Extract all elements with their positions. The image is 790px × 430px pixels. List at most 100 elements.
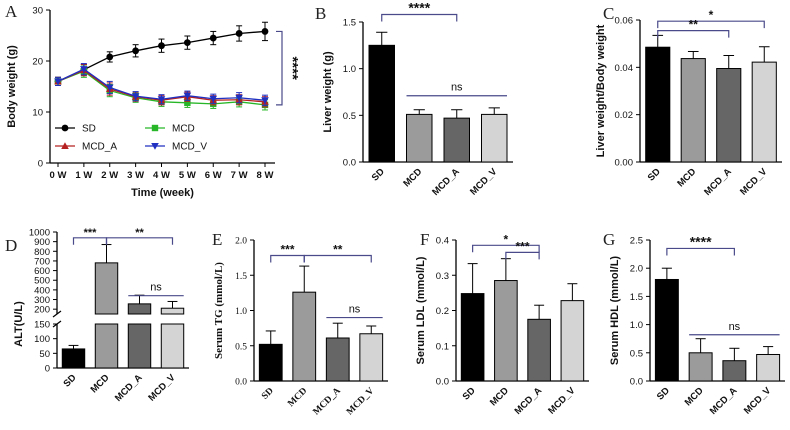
legend-label: MCD_V — [172, 142, 207, 153]
data-point — [132, 47, 140, 55]
x-tick-label: 2 W — [101, 170, 118, 181]
y-tick-label: 0.3 — [436, 271, 449, 282]
y-tick-label: 1.5 — [630, 292, 643, 303]
x-tick-label: SD — [646, 166, 663, 183]
legend-marker — [61, 124, 69, 132]
legend-marker — [151, 124, 159, 132]
y-tick-label: 0 — [45, 364, 50, 375]
bar-mcd — [292, 291, 317, 382]
bar-mcd — [688, 352, 713, 382]
y-tick-label: 300 — [34, 295, 50, 306]
bar-mcd-v — [359, 333, 384, 382]
y-tick-label: 2.0 — [235, 237, 247, 247]
y-tick-label: 1000 — [29, 228, 50, 239]
x-tick-label: MCD_V — [738, 166, 770, 198]
x-axis-title: Time (week) — [131, 187, 194, 199]
panel-label: E — [212, 230, 222, 249]
x-tick-label: MCD — [286, 386, 309, 409]
y-axis-title: Serum TG (mmol/L) — [213, 262, 225, 359]
y-axis-title: Serum LDL (mmol/L) — [415, 256, 427, 364]
significance-bracket — [666, 247, 735, 256]
y-tick-label: 10 — [32, 108, 43, 119]
data-point — [261, 97, 269, 105]
bar-sd — [460, 293, 485, 382]
bar-mcd — [406, 113, 433, 163]
legend-marker — [151, 143, 159, 150]
significance-label: ** — [689, 18, 699, 32]
y-tick-label: 0.4 — [436, 236, 449, 247]
data-point — [235, 30, 243, 37]
x-tick-label: 3 W — [127, 170, 144, 181]
data-point — [183, 92, 192, 100]
bar-sd — [654, 278, 679, 382]
significance-bracket — [505, 251, 540, 260]
y-axis-title: Body weight (g) — [6, 45, 18, 128]
significance-bracket — [381, 13, 458, 22]
bar-mcd — [494, 280, 518, 382]
x-tick-label: MCD_V — [742, 385, 774, 417]
bar-mcd-v-lower — [160, 323, 185, 369]
y-tick-label: 30 — [32, 6, 43, 17]
y-tick-label: 0.1 — [436, 341, 449, 352]
significance-label: ns — [729, 321, 741, 333]
x-tick-label: 6 W — [205, 170, 222, 181]
x-tick-label: MCD_V — [546, 385, 578, 417]
y-tick-label: 0.02 — [615, 110, 634, 121]
y-tick-label: 0.0 — [343, 158, 356, 169]
x-tick-label: MCD — [683, 385, 706, 408]
significance-label: * — [709, 8, 714, 22]
y-tick-label: 0.06 — [615, 16, 634, 27]
bar-mcd-a — [443, 117, 470, 163]
bar-sd — [368, 44, 395, 163]
bar-mcd-v — [481, 113, 508, 163]
significance-bracket — [270, 254, 305, 263]
panel-label: F — [420, 230, 429, 249]
bar-mcd-a — [722, 360, 747, 382]
significance-label: **** — [284, 56, 301, 80]
y-tick-label: 700 — [34, 256, 50, 267]
data-point — [131, 93, 140, 100]
y-tick-label: 0 — [38, 159, 43, 170]
x-tick-label: MCD_A — [513, 385, 545, 417]
significance-label: ns — [349, 304, 361, 316]
x-tick-label: MCD_V — [468, 166, 500, 198]
significance-label: ** — [333, 243, 343, 257]
bar-mcd-upper — [94, 262, 119, 315]
data-point — [106, 53, 114, 61]
data-point — [184, 99, 191, 107]
significance-bracket — [303, 254, 372, 263]
significance-bracket — [72, 237, 108, 245]
x-tick-label: SD — [62, 372, 79, 389]
bar-mcd-a-upper — [127, 303, 152, 315]
data-point — [209, 95, 218, 103]
bar-mcd-a — [527, 318, 551, 382]
x-tick-label: SD — [260, 386, 276, 402]
y-tick-label: 50 — [39, 349, 50, 360]
panel-label: A — [5, 2, 18, 21]
data-point — [80, 66, 88, 73]
bar-sd — [61, 348, 86, 369]
significance-label: *** — [515, 239, 529, 253]
data-point — [158, 42, 165, 50]
y-tick-label: 0.5 — [343, 111, 356, 122]
legend-label: SD — [82, 124, 96, 135]
y-tick-label: 500 — [34, 276, 50, 287]
bar-mcd — [680, 58, 706, 163]
y-tick-label: 0.04 — [615, 63, 634, 74]
data-point — [261, 28, 269, 35]
bar-mcd-a — [325, 337, 350, 382]
x-tick-label: 7 W — [231, 170, 248, 181]
x-tick-label: MCD_V — [146, 372, 178, 404]
panel-label: D — [5, 236, 17, 255]
legend-label: MCD_A — [82, 142, 117, 153]
y-tick-label: 0.5 — [630, 348, 643, 359]
y-tick-label: 100 — [34, 334, 50, 345]
y-tick-label: 200 — [34, 305, 50, 316]
y-axis-title: ALT(U/L) — [13, 301, 25, 347]
x-tick-label: MCD_A — [708, 385, 740, 417]
series-mcd-v — [54, 63, 269, 106]
bar-mcd-lower — [94, 323, 119, 369]
x-tick-label: SD — [370, 166, 387, 183]
x-tick-label: MCD — [675, 166, 698, 189]
y-tick-label: 0.0 — [235, 378, 247, 388]
